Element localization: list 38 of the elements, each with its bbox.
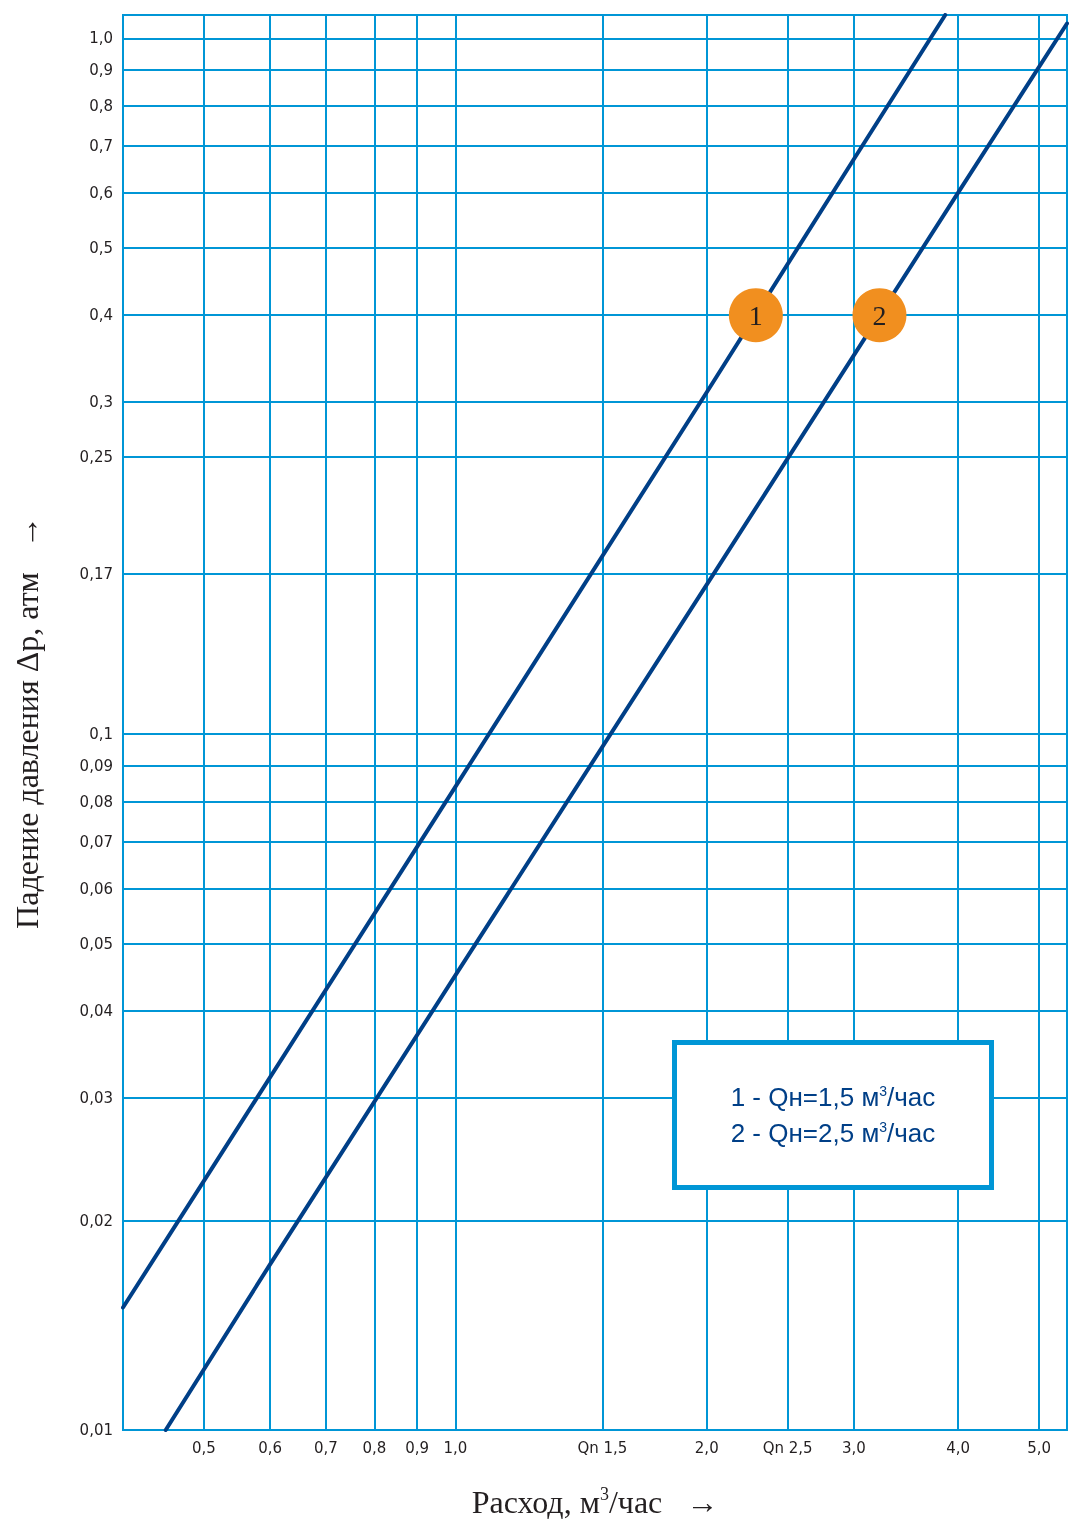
y-tick-label: 0,02 <box>79 1211 113 1230</box>
key-box: 1 - Qн=1,5 м$^{3}$/час 2 - Qн=2,5 м$^{3}$/час <box>672 1040 994 1190</box>
y-tick-label: 0,05 <box>79 934 113 953</box>
x-tick-label: 4,0 <box>946 1438 971 1457</box>
x-tick-label: 0,7 <box>314 1438 338 1457</box>
y-tick-label: 0,6 <box>89 183 113 202</box>
annotation: 2 - Qн=2,5 м$^{3}$/час <box>730 1117 936 1150</box>
x-tick-label: 0,6 <box>258 1438 282 1457</box>
x-tick-label: Qn 1,5 <box>577 1438 628 1457</box>
annotation: 2 <box>872 299 887 331</box>
y-tick-label: 0,8 <box>89 96 113 115</box>
x-tick-label: 0,5 <box>192 1438 216 1457</box>
y-tick-label: 0,25 <box>79 448 113 467</box>
y-tick-label: 0,04 <box>79 1002 113 1021</box>
y-tick-label: 0,01 <box>79 1421 113 1439</box>
x-tick-label: 0,8 <box>362 1438 387 1457</box>
y-tick-label: 0,09 <box>79 756 113 775</box>
x-tick-label: 5,0 <box>1027 1438 1052 1457</box>
y-tick-label: 0,7 <box>89 137 113 156</box>
y-tick-label: 0,5 <box>89 238 113 257</box>
y-tick-label: 0,07 <box>79 832 113 851</box>
x-tick-label: 1,0 <box>443 1438 468 1457</box>
y-tick-label: 0,08 <box>79 792 113 811</box>
y-tick-label: 0,4 <box>89 306 113 325</box>
x-tick-label: 0,9 <box>405 1438 430 1457</box>
x-tick-label: 2,0 <box>694 1438 719 1457</box>
y-tick-label: 0,03 <box>79 1088 113 1107</box>
x-tick-label: 3,0 <box>841 1438 866 1457</box>
y-tick-label: 0,9 <box>89 61 113 80</box>
y-tick-label: 0,17 <box>79 564 113 583</box>
y-tick-label: 0,06 <box>79 879 113 898</box>
y-tick-label: 0,1 <box>89 725 113 744</box>
annotation: 1 - Qн=1,5 м$^{3}$/час <box>730 1081 936 1114</box>
annotation: 1 <box>748 299 763 331</box>
x-tick-label: Qn 2,5 <box>762 1438 813 1457</box>
y-tick-label: 1,0 <box>89 29 113 48</box>
y-axis-title: Падение давления Δр, атм → <box>9 516 45 929</box>
y-tick-label: 0,3 <box>89 393 113 412</box>
